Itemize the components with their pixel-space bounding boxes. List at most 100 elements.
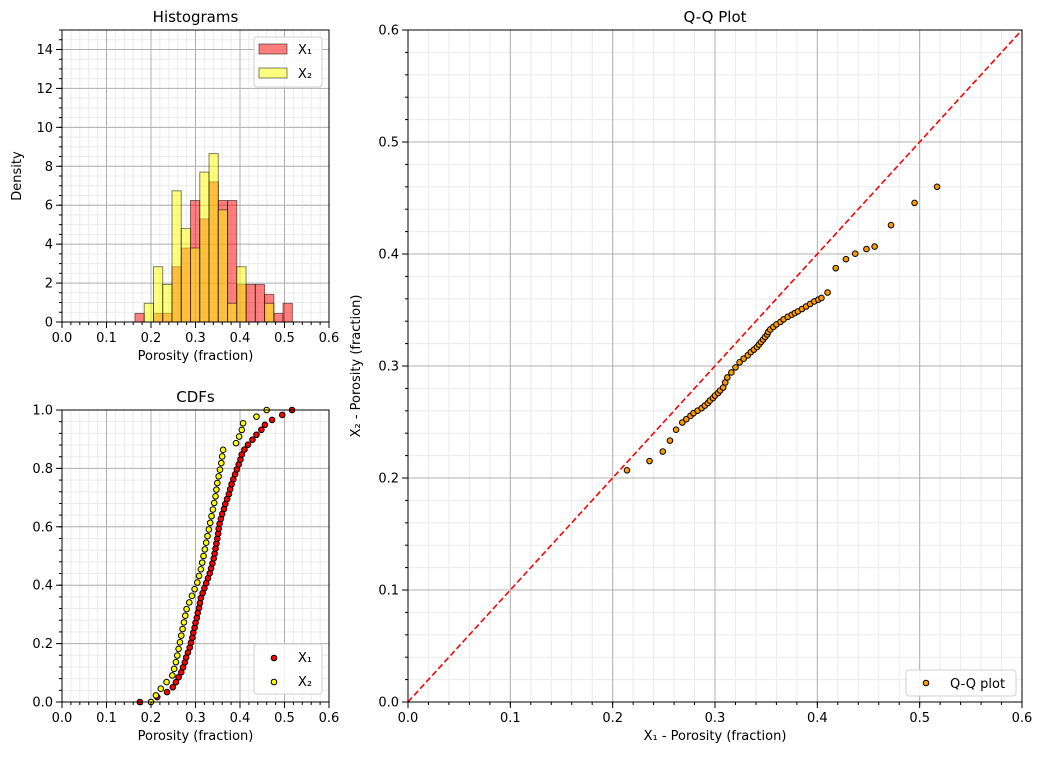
histogram-bar-x1 <box>254 283 266 323</box>
cdf-point-x2 <box>163 678 170 686</box>
cdf-point-x2 <box>172 658 180 666</box>
cdf-point-x2 <box>218 459 225 467</box>
histogram-bar-x2 <box>180 228 192 323</box>
cdf-point-x2 <box>200 552 207 560</box>
y-tick-label: 0.2 <box>32 637 53 652</box>
legend-label: X₁ <box>298 43 312 58</box>
cdf-point-x1 <box>172 678 180 686</box>
qq-point <box>732 364 739 371</box>
histogram-axes: 0.0 0.1 0.2 0.3 0.4 0.5 0.6 0 2 4 6 8 10 12 14 Histogra… <box>10 8 339 364</box>
histogram-bar-x2 <box>190 247 201 323</box>
qq-point <box>824 289 831 296</box>
x-tick-label: 0.1 <box>96 331 117 346</box>
legend: Q-Q plot <box>905 669 1017 697</box>
y-tick-label: 0.0 <box>378 696 399 711</box>
qq-point <box>832 264 840 272</box>
cdf-point-x2 <box>253 413 260 420</box>
y-tick-label: 0 <box>45 316 53 331</box>
histogram-bar-x2 <box>217 209 229 323</box>
cdf-point-x2 <box>210 499 218 507</box>
y-tick-label: 0.4 <box>378 248 399 263</box>
cdf-point-x2 <box>183 605 190 613</box>
cdf-axes: 0.0 0.1 0.2 0.3 0.4 0.5 0.6 0.0 0.2 0.4 0.6 0.8 1.0 C… <box>32 388 339 744</box>
cdf-point-x2 <box>179 625 186 633</box>
legend-label: Q-Q plot <box>950 677 1005 692</box>
qq-point <box>683 415 690 423</box>
histogram-bar-x1 <box>282 302 293 323</box>
cdf-point-x2 <box>180 619 188 626</box>
cdf-point-x2 <box>152 692 160 699</box>
legend-label: X₂ <box>298 67 312 82</box>
x-tick-label: 0.1 <box>500 711 521 726</box>
x-tick-label: 0.2 <box>602 711 623 726</box>
x-tick-label: 0.5 <box>274 711 295 726</box>
x-tick-label: 0.4 <box>230 711 251 726</box>
qq-point <box>646 457 653 465</box>
qq-point <box>672 426 680 434</box>
cdf-point-x2 <box>191 585 198 593</box>
histogram-bar-x2 <box>152 266 164 323</box>
x-tick-label: 0.0 <box>52 711 73 726</box>
chart-title: CDFs <box>176 388 215 406</box>
x-tick-label: 0.6 <box>319 331 340 346</box>
histogram-bar-x2 <box>171 190 182 323</box>
qq-point <box>678 419 686 426</box>
cdf-point-x2 <box>213 486 220 493</box>
cdf-point-x2 <box>215 473 222 480</box>
histogram-bar-x1 <box>273 312 284 323</box>
qq-point <box>666 437 674 444</box>
qq-point <box>723 374 731 381</box>
x-tick-label: 0.2 <box>141 331 162 346</box>
histogram-bar-x2 <box>236 266 247 323</box>
x-tick-label: 0.4 <box>807 711 828 726</box>
qq-point <box>871 243 878 250</box>
legend-swatch <box>258 67 288 79</box>
cdf-point-x2 <box>195 572 203 580</box>
y-tick-label: 0.4 <box>32 579 53 594</box>
qq-point <box>736 359 743 366</box>
qq-point <box>887 221 895 229</box>
y-tick-label: 0.6 <box>378 24 399 39</box>
x-tick-label: 0.3 <box>705 711 726 726</box>
qq-point <box>623 467 631 474</box>
qq-point <box>740 355 747 363</box>
cdf-point-x2 <box>170 665 178 673</box>
y-axis-label: Density <box>10 151 25 201</box>
x-tick-label: 0.0 <box>398 711 419 726</box>
y-tick-label: 1.0 <box>32 404 53 419</box>
y-tick-label: 4 <box>45 238 53 253</box>
x-tick-label: 0.4 <box>230 331 251 346</box>
cdf-point-x2 <box>212 492 219 500</box>
x-tick-label: 0.5 <box>909 711 930 726</box>
x-tick-label: 0.6 <box>319 711 340 726</box>
y-axis-label: X₂ - Porosity (fraction) <box>349 295 364 438</box>
cdf-point-x2 <box>169 672 176 679</box>
qq-point <box>933 183 941 191</box>
y-tick-label: 6 <box>45 199 53 214</box>
legend-marker <box>270 654 278 662</box>
y-tick-label: 0.2 <box>378 472 399 487</box>
legend-box <box>905 669 1017 697</box>
qq-point <box>851 250 859 258</box>
x-tick-label: 0.1 <box>96 711 117 726</box>
cdf-point-x2 <box>205 526 213 533</box>
cdf-point-x2 <box>202 539 210 547</box>
histogram-bar-x2 <box>143 302 154 323</box>
histogram-bar-x2 <box>208 153 219 323</box>
chart-title: Histograms <box>153 8 239 26</box>
y-tick-label: 0.6 <box>32 520 53 535</box>
y-tick-label: 0.1 <box>378 584 399 599</box>
cdf-point-x1 <box>244 441 252 448</box>
cdf-point-x1 <box>169 683 177 691</box>
histogram-bar-x2 <box>199 171 210 323</box>
cdf-point-x2 <box>208 512 215 520</box>
qq-point <box>818 294 825 302</box>
cdf-point-x2 <box>238 426 246 434</box>
cdf-point-x1 <box>258 426 265 434</box>
cdf-point-x2 <box>175 645 182 653</box>
legend-label: X₁ <box>298 651 312 666</box>
y-tick-label: 0.8 <box>32 462 53 477</box>
x-tick-label: 0.3 <box>185 711 206 726</box>
y-tick-label: 2 <box>45 277 53 292</box>
